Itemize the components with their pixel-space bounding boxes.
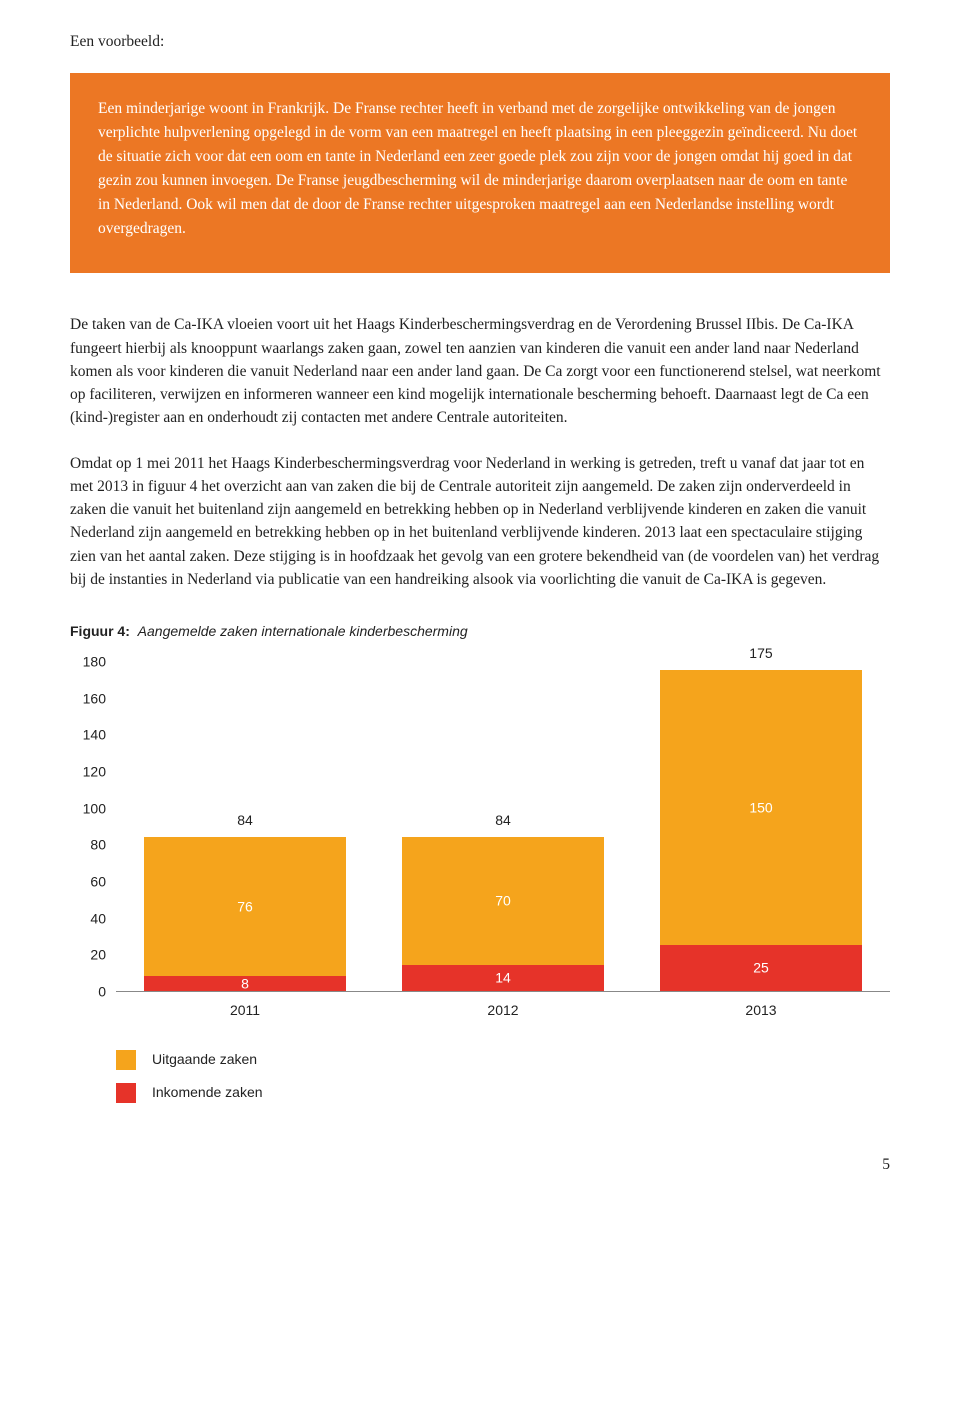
x-tick-label: 2013	[632, 1000, 890, 1021]
chart-bars: 76 8 70 14 150 25	[116, 662, 890, 991]
legend-swatch	[116, 1050, 136, 1070]
stacked-bar: 76 8	[144, 837, 345, 991]
y-tick-label: 140	[70, 725, 106, 746]
bar-segment-outgoing: 150	[660, 670, 861, 945]
figure-caption: Figuur 4: Aangemelde zaken international…	[70, 621, 890, 642]
bar-segment-value: 8	[144, 973, 345, 994]
bar-segment-outgoing: 70	[402, 837, 603, 965]
example-callout: Een minderjarige woont in Frankrijk. De …	[70, 73, 890, 273]
figure-title: Aangemelde zaken internationale kinderbe…	[134, 623, 468, 639]
bar-segment-value: 150	[660, 797, 861, 818]
page-number: 5	[70, 1153, 890, 1176]
chart-x-axis: 201120122013	[116, 992, 890, 1021]
bar-column: 70 14	[374, 662, 632, 991]
bar-segment-incoming: 14	[402, 965, 603, 991]
bar-segment-value: 70	[402, 891, 603, 912]
y-tick-label: 0	[70, 982, 106, 1003]
y-tick-label: 80	[70, 835, 106, 856]
bar-segment-outgoing: 76	[144, 837, 345, 976]
figure-label: Figuur 4:	[70, 623, 130, 639]
bar-segment-value: 14	[402, 968, 603, 989]
y-tick-label: 60	[70, 872, 106, 893]
stacked-bar: 150 25	[660, 670, 861, 991]
body-paragraph-2: Omdat op 1 mei 2011 het Haags Kinderbesc…	[70, 452, 890, 592]
callout-text: Een minderjarige woont in Frankrijk. De …	[98, 97, 862, 241]
x-tick-label: 2012	[374, 1000, 632, 1021]
y-tick-label: 20	[70, 945, 106, 966]
legend-swatch	[116, 1083, 136, 1103]
stacked-bar: 70 14	[402, 837, 603, 991]
y-tick-label: 120	[70, 762, 106, 783]
bar-segment-incoming: 25	[660, 945, 861, 991]
legend-label: Uitgaande zaken	[152, 1049, 257, 1070]
bar-segment-value: 76	[144, 896, 345, 917]
y-tick-label: 160	[70, 688, 106, 709]
legend-item: Inkomende zaken	[116, 1082, 890, 1103]
chart-y-axis: 020406080100120140160180	[70, 662, 116, 992]
figure-4-chart: 020406080100120140160180 8484175 7687014…	[70, 662, 890, 1103]
bar-segment-value: 25	[660, 958, 861, 979]
y-tick-label: 40	[70, 908, 106, 929]
y-tick-label: 100	[70, 798, 106, 819]
chart-legend: Uitgaande zaken Inkomende zaken	[116, 1049, 890, 1103]
bar-segment-incoming: 8	[144, 976, 345, 991]
bar-column: 76 8	[116, 662, 374, 991]
bar-column: 150 25	[632, 662, 890, 991]
y-tick-label: 180	[70, 652, 106, 673]
body-paragraph-1: De taken van de Ca-IKA vloeien voort uit…	[70, 313, 890, 429]
example-label: Een voorbeeld:	[70, 30, 890, 53]
chart-plot-area: 8484175 768701415025	[116, 662, 890, 992]
legend-item: Uitgaande zaken	[116, 1049, 890, 1070]
x-tick-label: 2011	[116, 1000, 374, 1021]
legend-label: Inkomende zaken	[152, 1082, 263, 1103]
